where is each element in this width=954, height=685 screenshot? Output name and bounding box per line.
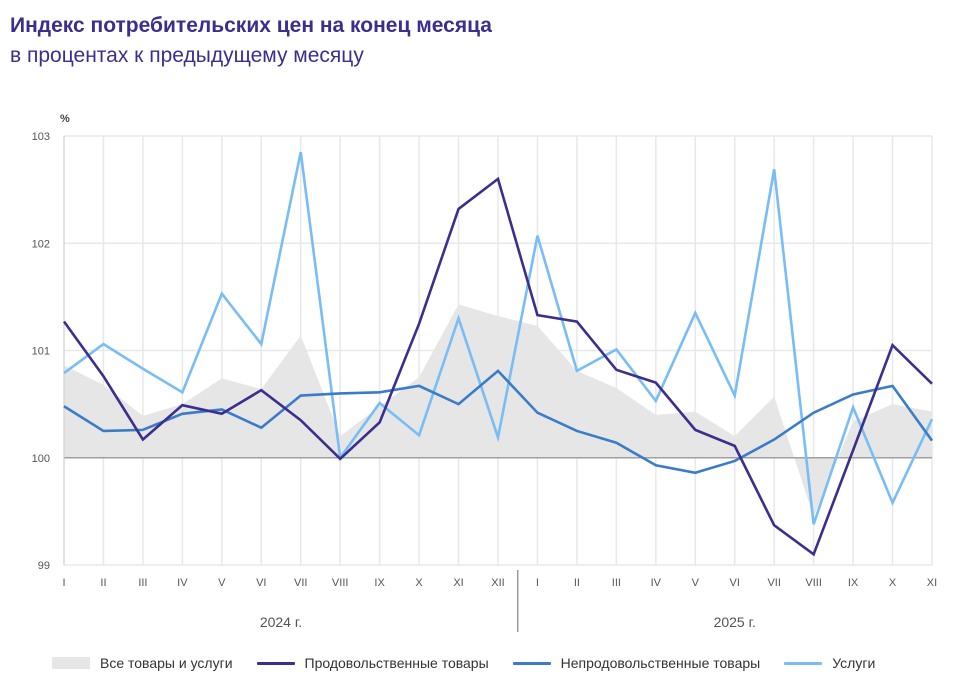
- x-tick-label: I: [536, 577, 539, 589]
- chart-title: Индекс потребительских цен на конец меся…: [10, 14, 492, 37]
- legend-label: Все товары и услуги: [100, 655, 233, 671]
- x-tick-label: VIII: [805, 577, 822, 589]
- x-tick-label: VII: [767, 577, 780, 589]
- legend-item-food: Продовольственные товары: [256, 655, 489, 671]
- legend-swatch-line: [512, 661, 551, 665]
- y-tick-label: 100: [32, 453, 50, 465]
- year-label-2024: 2024 г.: [260, 614, 302, 630]
- legend-label: Продовольственные товары: [304, 655, 489, 671]
- x-tick-label: V: [692, 577, 700, 589]
- x-tick-label: IX: [374, 577, 385, 589]
- y-tick-label: 102: [32, 238, 50, 250]
- legend-swatch-area: [52, 657, 90, 669]
- legend-label: Непродовольственные товары: [560, 655, 761, 671]
- x-tick-label: I: [62, 577, 65, 589]
- y-tick-label: 103: [32, 131, 50, 143]
- legend-item-services: Услуги: [784, 655, 875, 671]
- x-tick-label: II: [574, 577, 580, 589]
- x-tick-label: III: [612, 577, 621, 589]
- series-line-services: [63, 151, 934, 525]
- legend-item-all-goods: Все товары и услуги: [52, 655, 233, 671]
- x-tick-label: VIII: [332, 577, 349, 589]
- x-tick-label: VI: [730, 577, 740, 589]
- x-tick-label: IV: [651, 577, 662, 589]
- x-tick-label: X: [415, 577, 423, 589]
- legend-swatch-line: [256, 661, 295, 665]
- x-tick-label: VII: [294, 577, 307, 589]
- legend-swatch-line: [784, 661, 823, 665]
- x-tick-label: IX: [848, 577, 859, 589]
- y-tick-label: 101: [32, 346, 50, 358]
- year-label-2025: 2025 г.: [714, 614, 756, 630]
- x-tick-label: III: [138, 577, 147, 589]
- x-tick-label: XII: [491, 577, 504, 589]
- series-line-food: [62, 176, 933, 557]
- x-tick-label: V: [218, 577, 226, 589]
- x-tick-label: XI: [927, 577, 937, 589]
- x-tick-label: II: [100, 577, 106, 589]
- y-axis-unit-label: %: [60, 113, 70, 125]
- x-tick-label: XI: [453, 577, 463, 589]
- chart-legend: Все товары и услуги Продовольственные то…: [52, 652, 899, 674]
- x-tick-label: X: [889, 577, 897, 589]
- y-tick-label: 99: [38, 560, 50, 572]
- legend-item-nonfood: Непродовольственные товары: [512, 655, 761, 671]
- chart-subtitle: в процентах к предыдущему месяцу: [10, 44, 364, 67]
- x-tick-label: VI: [256, 577, 266, 589]
- series-area-all-goods: [64, 304, 932, 517]
- x-tick-label: IV: [177, 577, 188, 589]
- legend-label: Услуги: [832, 655, 876, 671]
